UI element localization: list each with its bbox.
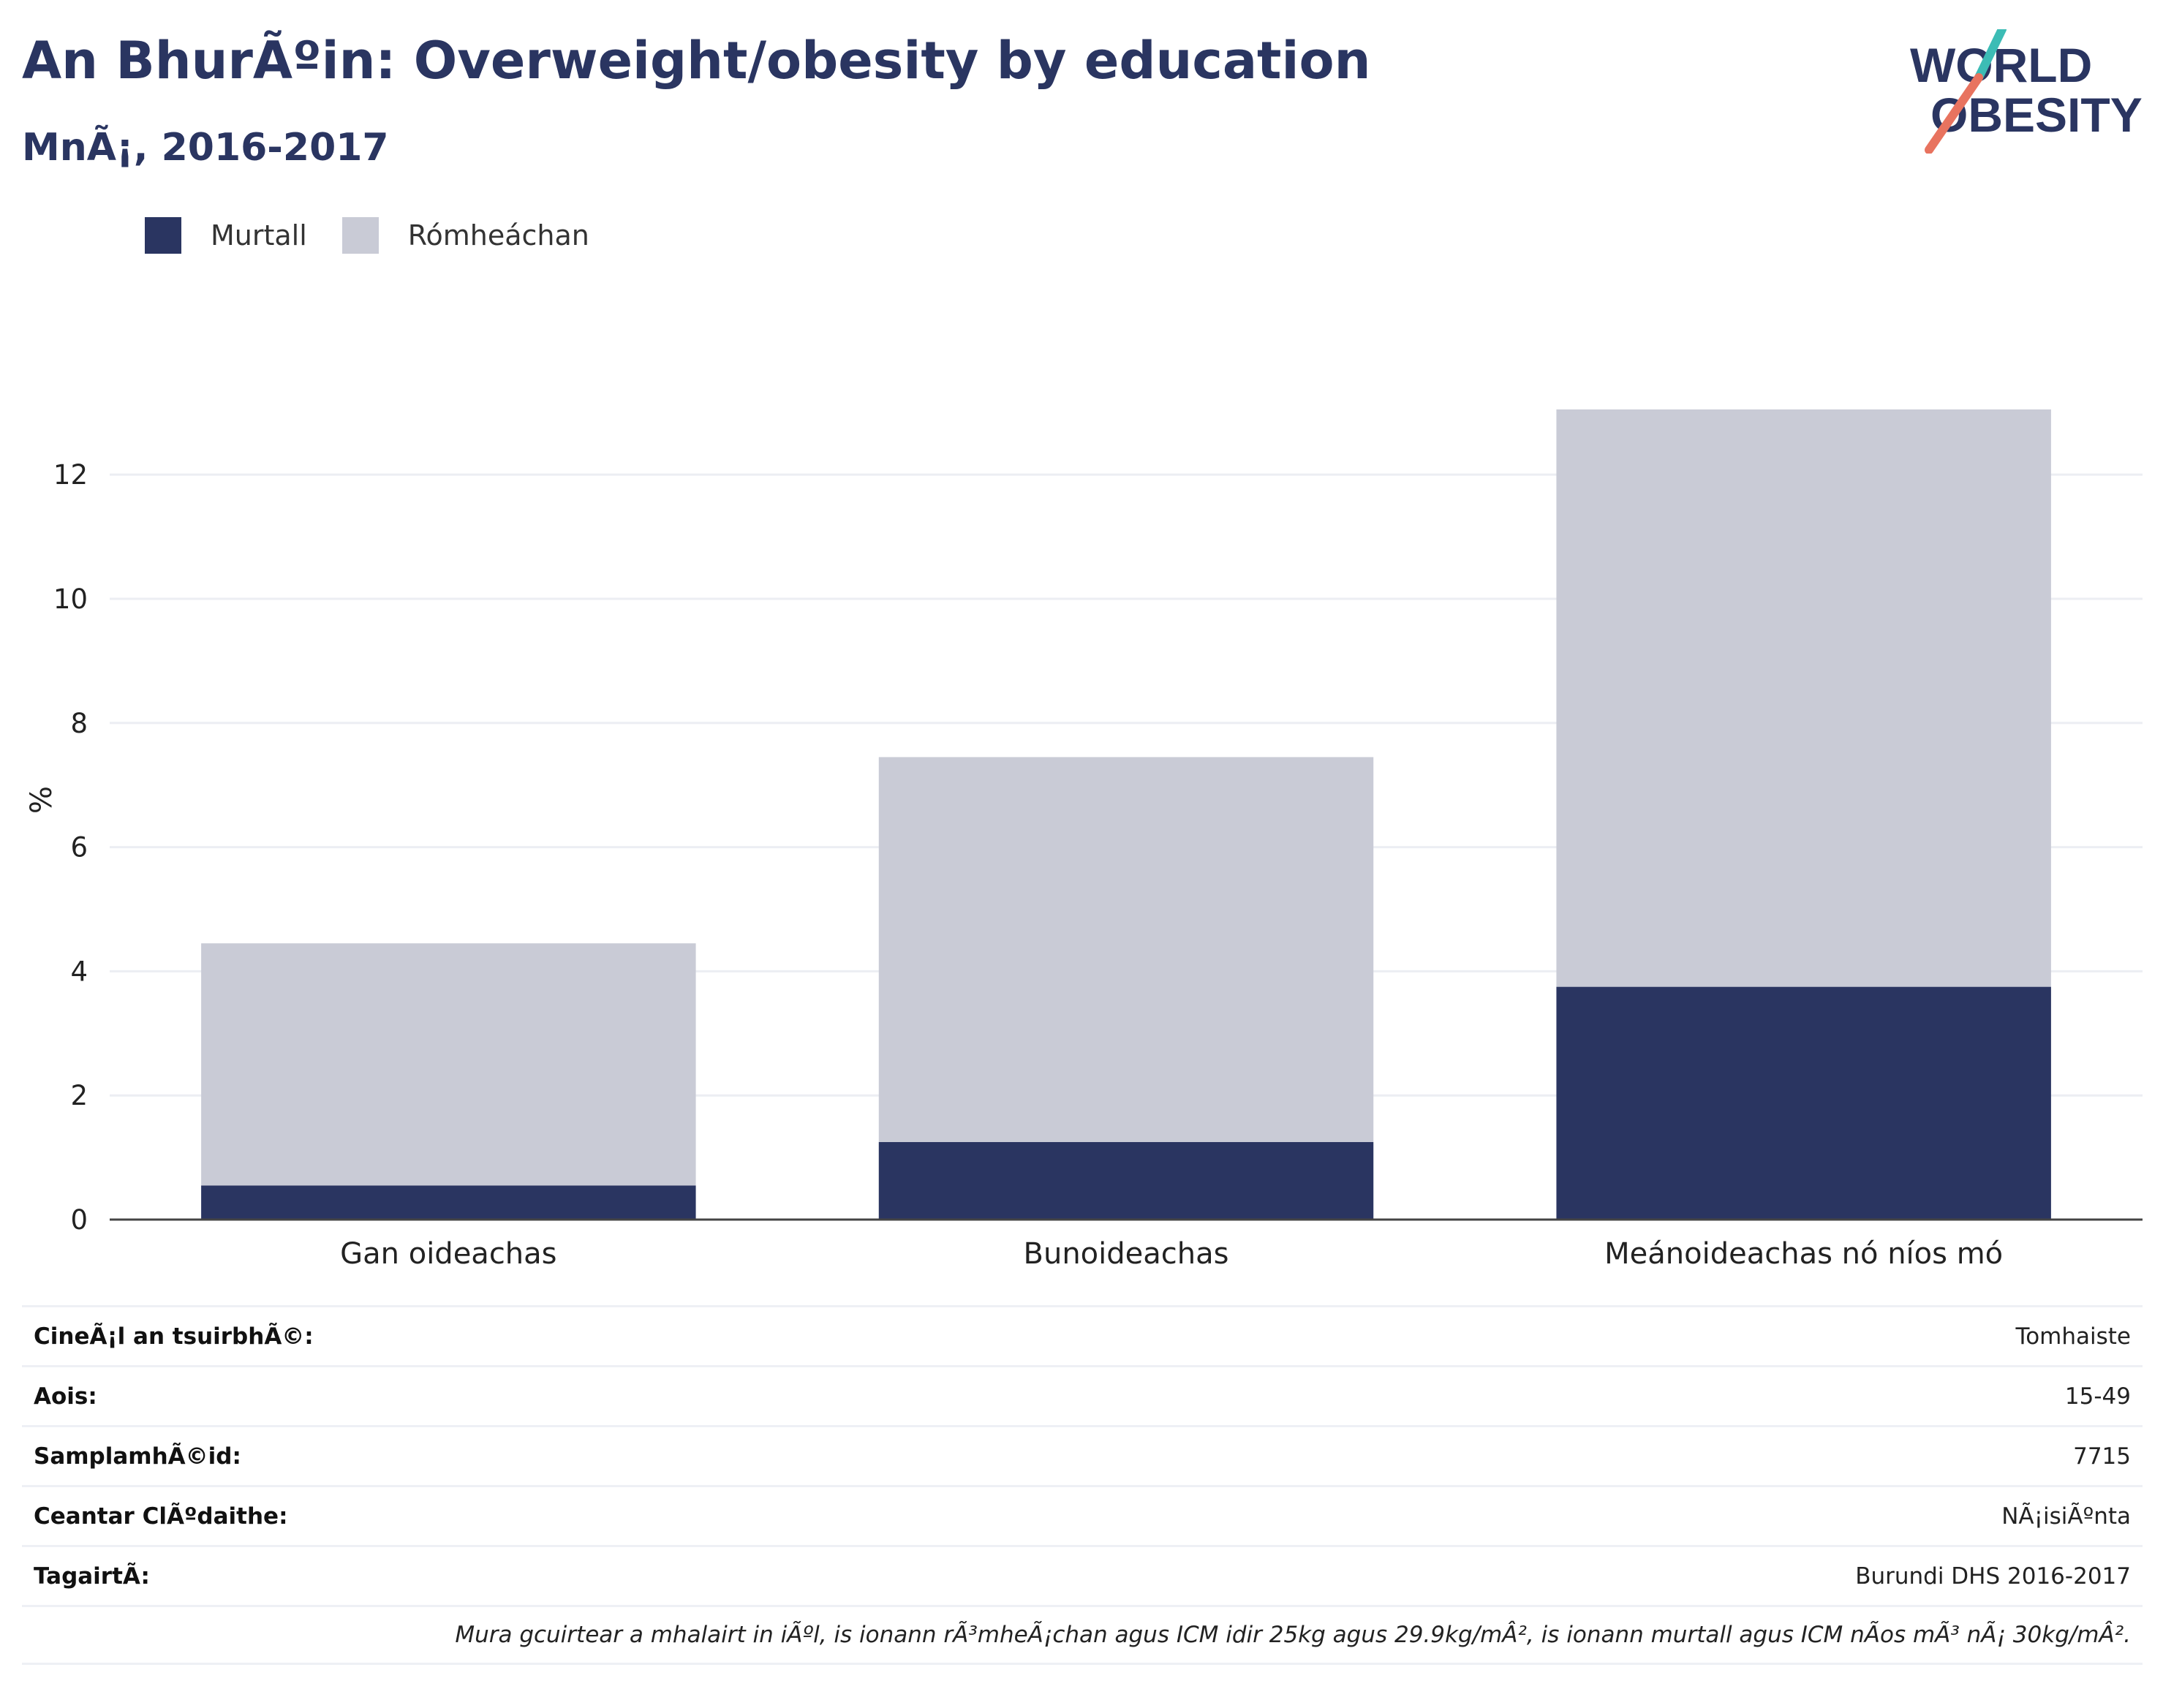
- info-row: CineÃ¡l an tsuirbhÃ©: Tomhaiste: [22, 1305, 2143, 1365]
- chart-legend: Murtall Rómheáchan: [145, 216, 624, 254]
- y-tick-label: 0: [70, 1204, 88, 1236]
- info-key: CineÃ¡l an tsuirbhÃ©:: [34, 1323, 314, 1350]
- bar-overweight: [1556, 409, 2051, 987]
- logo-slash-coral: [1925, 73, 1983, 154]
- y-tick-label: 4: [70, 956, 88, 987]
- bar-obese: [1556, 986, 2051, 1220]
- info-value: NÃ¡isiÃºnta: [2001, 1503, 2131, 1530]
- info-row: SamplamhÃ©id: 7715: [22, 1425, 2143, 1485]
- info-row: TagairtÃ: Burundi DHS 2016-2017: [22, 1545, 2143, 1605]
- info-value: 7715: [2073, 1443, 2131, 1470]
- page-title: An BhurÃºin: Overweight/obesity by educa…: [22, 31, 1371, 91]
- x-tick-label: Meánoideachas nó níos mó: [1604, 1237, 2003, 1271]
- x-tick-label: Bunoideachas: [1024, 1237, 1229, 1271]
- legend-swatch-overweight: [341, 217, 379, 254]
- y-tick-label: 8: [70, 708, 88, 739]
- logo-text-world: WORLD: [1910, 38, 2092, 92]
- y-tick-label: 2: [70, 1080, 88, 1111]
- survey-info-table: CineÃ¡l an tsuirbhÃ©: Tomhaiste Aois: 15…: [22, 1305, 2143, 1665]
- legend-label-obese: Murtall: [211, 219, 307, 252]
- y-tick-label: 6: [70, 832, 88, 864]
- bar-overweight: [878, 757, 1374, 1142]
- info-row: Aois: 15-49: [22, 1365, 2143, 1425]
- y-tick-label: 12: [53, 459, 88, 491]
- info-value: Burundi DHS 2016-2017: [1855, 1562, 2131, 1590]
- legend-swatch-obese: [145, 217, 181, 254]
- y-axis-label: %: [25, 786, 58, 814]
- footnote-row: Mura gcuirtear a mhalairt in iÃºl, is io…: [22, 1605, 2143, 1665]
- legend-item-overweight: Rómheáchan: [341, 217, 589, 254]
- info-key: TagairtÃ:: [34, 1562, 150, 1590]
- info-key: Aois:: [34, 1383, 97, 1410]
- info-key: Ceantar ClÃºdaithe:: [34, 1503, 288, 1530]
- y-tick-label: 10: [53, 583, 88, 615]
- bar-chart: 0 2 4 6 8 10 12% Gan oideachas Bunoideachas Meáno…: [25, 409, 2143, 1271]
- world-obesity-logo: WORLD OBESITY: [1910, 29, 2143, 154]
- page-subtitle: MnÃ¡, 2016-2017: [22, 126, 389, 170]
- footnote: Mura gcuirtear a mhalairt in iÃºl, is io…: [455, 1622, 2131, 1648]
- x-tick-label: Gan oideachas: [340, 1237, 556, 1271]
- bar-obese: [201, 1185, 696, 1220]
- info-key: SamplamhÃ©id:: [34, 1443, 241, 1470]
- legend-label-overweight: Rómheáchan: [407, 219, 589, 252]
- info-row: Ceantar ClÃºdaithe: NÃ¡isiÃºnta: [22, 1485, 2143, 1545]
- bar-overweight: [201, 943, 696, 1186]
- legend-item-obese: Murtall: [145, 217, 307, 254]
- info-value: 15-49: [2064, 1383, 2131, 1410]
- bar-obese: [878, 1141, 1374, 1220]
- info-value: Tomhaiste: [2015, 1323, 2131, 1350]
- logo-slash-teal: [1974, 29, 2007, 82]
